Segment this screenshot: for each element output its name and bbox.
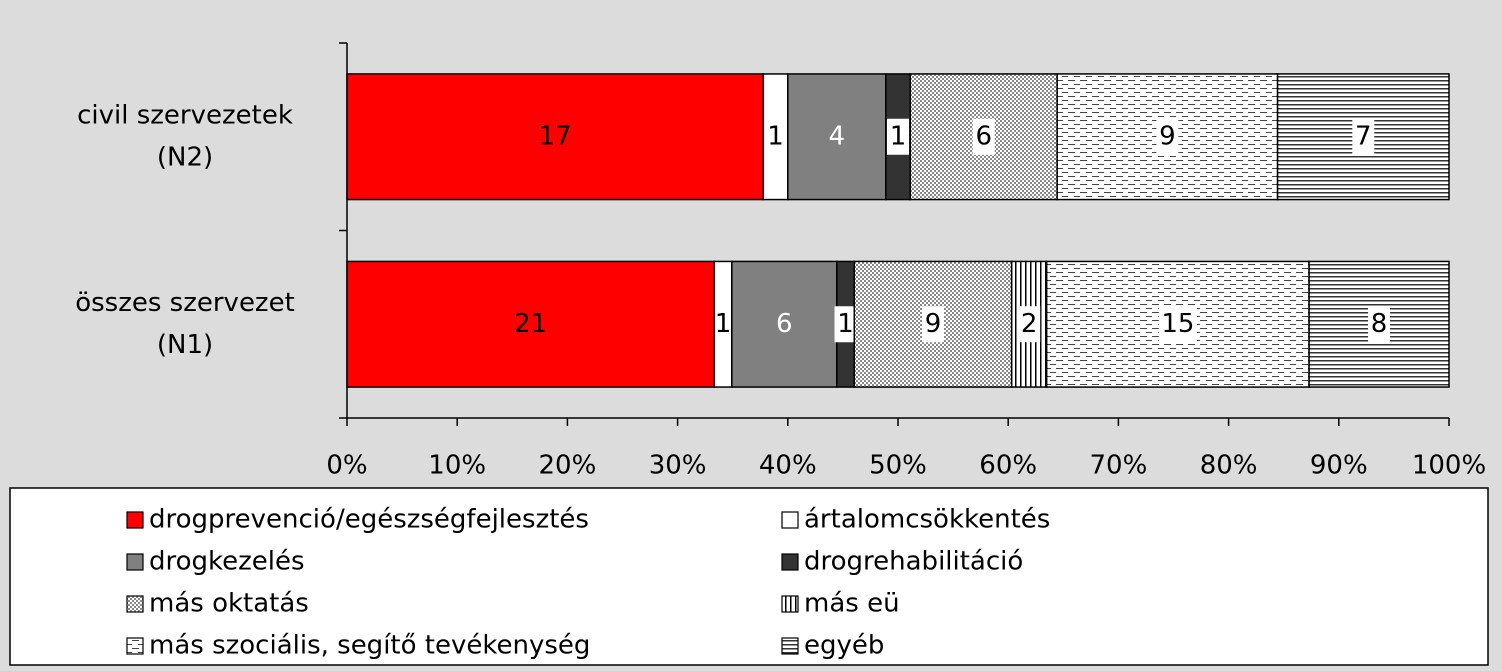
legend-label: más szociális, segítő tevékenység — [149, 631, 590, 661]
legend-label: drogrehabilitáció — [804, 547, 1023, 577]
x-tick-label: 80% — [1200, 451, 1258, 481]
legend-label: más oktatás — [149, 589, 309, 619]
value-label: 17 — [539, 121, 572, 151]
legend-label: drogprevenció/egészségfejlesztés — [149, 505, 589, 535]
legend-swatch — [781, 595, 799, 613]
y-tick-label: civil szervezetek — [77, 100, 293, 130]
label-bg — [834, 306, 857, 343]
bar-segment — [762, 73, 789, 201]
x-tick-label: 60% — [979, 451, 1037, 481]
y-tick-label: (N1) — [157, 330, 213, 360]
legend-label: más eü — [804, 589, 900, 619]
label-bg — [1352, 118, 1375, 155]
y-tick-label: összes szervezet — [75, 288, 295, 318]
legend-label: egyéb — [804, 631, 884, 661]
value-label: 1 — [890, 121, 907, 151]
value-label: 4 — [829, 121, 846, 151]
value-label: 1 — [715, 309, 732, 339]
x-tick-label: 30% — [649, 451, 707, 481]
label-bg — [1018, 306, 1041, 343]
bar-segment — [787, 73, 887, 201]
x-tick-label: 50% — [869, 451, 927, 481]
legend-swatch — [781, 637, 799, 655]
label-bg — [1158, 306, 1197, 343]
x-tick-label: 10% — [428, 451, 486, 481]
legend-swatch — [781, 553, 799, 571]
legend-swatch — [781, 511, 799, 529]
value-label: 2 — [1021, 309, 1038, 339]
value-label: 8 — [1371, 309, 1388, 339]
value-label: 6 — [975, 121, 992, 151]
label-bg — [921, 306, 944, 343]
value-label: 15 — [1161, 309, 1194, 339]
legend-swatch — [126, 553, 144, 571]
label-bg — [1156, 118, 1179, 155]
x-tick-label: 100% — [1412, 451, 1486, 481]
x-tick-label: 20% — [539, 451, 597, 481]
legend-label: drogkezelés — [149, 547, 305, 577]
label-bg — [972, 118, 995, 155]
legend-swatch — [126, 637, 144, 655]
legend-swatch — [126, 595, 144, 613]
x-tick-label: 0% — [326, 451, 367, 481]
bar-segment — [346, 260, 716, 388]
value-label: 7 — [1355, 121, 1372, 151]
bar-segment — [346, 73, 765, 201]
value-label: 1 — [767, 121, 784, 151]
legend-label: ártalomcsökkentés — [804, 505, 1050, 535]
value-label: 21 — [514, 309, 547, 339]
legend-swatch — [126, 511, 144, 529]
value-label: 9 — [925, 309, 942, 339]
x-tick-label: 70% — [1090, 451, 1148, 481]
x-tick-label: 40% — [759, 451, 817, 481]
value-label: 9 — [1159, 121, 1176, 151]
y-tick-label: (N2) — [157, 142, 213, 172]
label-bg — [887, 118, 909, 155]
value-label: 6 — [776, 309, 793, 339]
label-bg — [1368, 306, 1391, 343]
legend-box — [9, 487, 1489, 666]
x-tick-label: 90% — [1310, 451, 1368, 481]
value-label: 1 — [837, 309, 854, 339]
